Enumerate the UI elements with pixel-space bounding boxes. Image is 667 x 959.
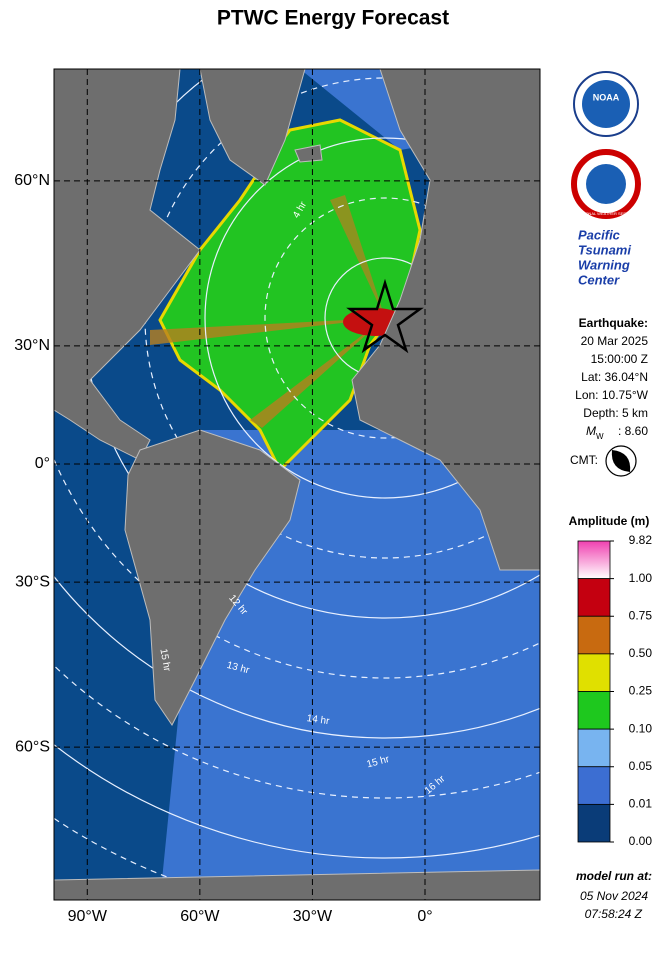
lon-tick-label: 90°W bbox=[68, 908, 108, 925]
color-band bbox=[577, 578, 611, 617]
legend-title: Amplitude (m) bbox=[569, 514, 650, 528]
noaa-logo-inner bbox=[582, 80, 630, 128]
eq-magnitude: : 8.60 bbox=[618, 424, 648, 438]
contour-label: 14 hr bbox=[306, 713, 331, 727]
land bbox=[54, 69, 540, 900]
eq-heading: Earthquake: bbox=[579, 316, 648, 330]
epicenter-star bbox=[346, 278, 424, 354]
legend-label: 0.50 bbox=[629, 646, 653, 660]
lat-tick-label: 30°N bbox=[14, 337, 50, 354]
legend-label: 0.10 bbox=[629, 721, 653, 735]
color-band bbox=[577, 803, 611, 843]
color-band bbox=[577, 615, 611, 655]
center-name: Warning bbox=[578, 257, 630, 272]
legend-label: 9.82 bbox=[629, 533, 653, 547]
legend-label: 0.00 bbox=[629, 834, 653, 848]
color-band bbox=[577, 766, 611, 805]
legend-label: 0.75 bbox=[629, 608, 653, 622]
eq-lon: Lon: 10.75°W bbox=[575, 388, 649, 402]
lat-tick-label: 60°N bbox=[14, 172, 50, 189]
color-band bbox=[577, 540, 611, 580]
center-name: Center bbox=[578, 272, 620, 287]
model-run-heading: model run at: bbox=[576, 869, 652, 883]
contour-label: 15 hr bbox=[157, 648, 172, 673]
center-name: Pacific bbox=[578, 227, 621, 242]
eq-date: 20 Mar 2025 bbox=[581, 334, 649, 348]
center-name: Tsunami bbox=[578, 242, 631, 257]
lat-tick-label: 0° bbox=[35, 455, 50, 472]
color-band bbox=[577, 653, 611, 692]
model-run-time: 07:58:24 Z bbox=[585, 907, 643, 921]
legend: 9.82 1.00 0.75 0.50 0.25 0.10 0.05 0.01 0.00 bbox=[577, 533, 653, 848]
noaa-text: NOAA bbox=[593, 92, 620, 102]
energy-ray bbox=[250, 318, 385, 428]
eq-time: 15:00:00 Z bbox=[591, 352, 648, 366]
lat-tick-label: 60°S bbox=[15, 738, 50, 755]
lon-tick-label: 60°W bbox=[180, 908, 220, 925]
lat-tick-label: 30°S bbox=[15, 573, 50, 590]
model-run-date: 05 Nov 2024 bbox=[580, 889, 648, 903]
legend-label: 0.01 bbox=[629, 797, 653, 811]
energy-ray bbox=[330, 195, 385, 318]
map-frame bbox=[53, 68, 541, 901]
energy-ray bbox=[150, 318, 385, 345]
eq-lat: Lat: 36.04°N bbox=[581, 370, 648, 384]
graticule bbox=[54, 69, 540, 900]
legend-label: 1.00 bbox=[629, 571, 653, 585]
eq-magnitude-subscript: W bbox=[596, 432, 604, 441]
eq-magnitude-symbol: M bbox=[586, 424, 596, 438]
cmt-beachball-fill bbox=[611, 450, 631, 472]
legend-label: 0.25 bbox=[629, 684, 653, 698]
legend-label: 0.05 bbox=[629, 759, 653, 773]
eq-cmt: CMT: bbox=[570, 453, 598, 467]
eq-depth: Depth: 5 km bbox=[583, 406, 648, 420]
lon-tick-label: 0° bbox=[417, 908, 432, 925]
nws-text: NATIONAL WEATHER SERVICE bbox=[577, 211, 636, 216]
color-band bbox=[577, 691, 611, 730]
nws-logo-inner bbox=[586, 164, 626, 204]
title: PTWC Energy Forecast bbox=[217, 7, 449, 30]
lon-tick-label: 30°W bbox=[293, 908, 333, 925]
color-band bbox=[577, 728, 611, 768]
